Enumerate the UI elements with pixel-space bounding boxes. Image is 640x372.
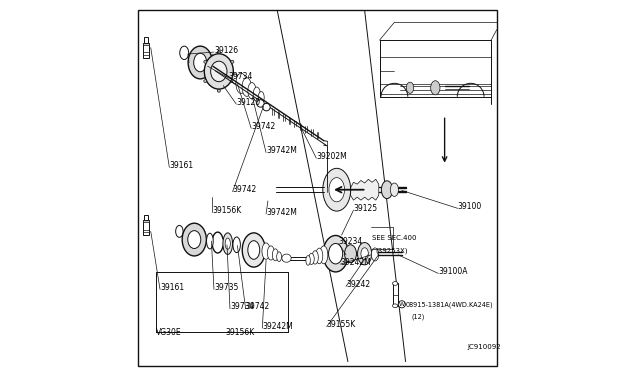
Ellipse shape [180, 46, 189, 60]
Text: SEE SEC.400: SEE SEC.400 [372, 235, 417, 241]
Ellipse shape [361, 248, 369, 260]
Ellipse shape [243, 233, 266, 267]
Text: 39156K: 39156K [225, 328, 254, 337]
Ellipse shape [194, 53, 207, 72]
Bar [392, 283, 397, 306]
Text: 39734: 39734 [230, 302, 254, 311]
Ellipse shape [233, 237, 241, 253]
Bar [143, 215, 148, 220]
Ellipse shape [262, 243, 270, 259]
Text: 39156K: 39156K [212, 206, 241, 215]
Text: 39126: 39126 [214, 46, 238, 55]
Text: VG30E: VG30E [156, 328, 181, 337]
Text: 39742: 39742 [251, 122, 275, 131]
Ellipse shape [273, 249, 278, 261]
Ellipse shape [276, 252, 282, 262]
Text: 39734: 39734 [229, 72, 253, 81]
Ellipse shape [188, 46, 212, 79]
Ellipse shape [253, 87, 260, 101]
Text: JC910092: JC910092 [467, 344, 500, 350]
Ellipse shape [204, 54, 234, 89]
Ellipse shape [312, 251, 318, 264]
Ellipse shape [218, 51, 220, 54]
Text: W: W [399, 302, 405, 307]
Text: 39100: 39100 [458, 202, 482, 211]
Text: 39742M: 39742M [266, 208, 297, 217]
Ellipse shape [257, 100, 264, 107]
Ellipse shape [231, 80, 234, 83]
Ellipse shape [248, 241, 260, 259]
Text: 39161: 39161 [170, 161, 193, 170]
Text: 39155K: 39155K [326, 320, 356, 329]
Ellipse shape [207, 233, 213, 249]
Ellipse shape [328, 244, 342, 264]
Ellipse shape [308, 253, 314, 264]
Ellipse shape [344, 245, 356, 263]
Text: 39161: 39161 [160, 283, 184, 292]
Ellipse shape [204, 80, 207, 83]
Text: 39242M: 39242M [262, 322, 293, 331]
Text: 39242M: 39242M [340, 258, 371, 267]
Polygon shape [351, 179, 379, 200]
Ellipse shape [211, 61, 227, 82]
Bar [143, 43, 149, 45]
Ellipse shape [231, 60, 234, 63]
Ellipse shape [431, 81, 440, 95]
Ellipse shape [381, 181, 392, 199]
Ellipse shape [282, 254, 291, 262]
Text: 39742M: 39742M [266, 146, 297, 155]
Bar [143, 220, 149, 235]
Ellipse shape [390, 183, 399, 196]
Ellipse shape [182, 223, 206, 256]
Text: 39742: 39742 [232, 185, 257, 194]
Bar [143, 43, 149, 58]
Ellipse shape [316, 248, 323, 264]
Ellipse shape [358, 243, 372, 265]
Bar [143, 37, 148, 43]
Ellipse shape [319, 246, 328, 264]
Ellipse shape [204, 60, 207, 63]
Ellipse shape [392, 304, 397, 308]
Ellipse shape [232, 74, 239, 84]
Ellipse shape [329, 177, 344, 202]
Ellipse shape [225, 238, 230, 249]
Bar [143, 220, 149, 222]
Text: 39242: 39242 [346, 280, 370, 289]
Text: 39120: 39120 [236, 98, 260, 107]
Ellipse shape [242, 78, 252, 96]
Text: 39100A: 39100A [438, 267, 468, 276]
Ellipse shape [218, 89, 220, 92]
Ellipse shape [406, 82, 413, 93]
Text: 39735: 39735 [214, 283, 238, 292]
Text: 08915-1381A(4WD.KA24E): 08915-1381A(4WD.KA24E) [406, 302, 493, 308]
Text: 39234: 39234 [339, 237, 363, 246]
Text: 39742: 39742 [246, 302, 270, 311]
Ellipse shape [248, 83, 256, 99]
Ellipse shape [223, 233, 232, 254]
Ellipse shape [236, 73, 246, 94]
Ellipse shape [259, 92, 264, 103]
Text: 39125: 39125 [353, 204, 378, 213]
Text: (39253X): (39253X) [375, 248, 408, 254]
Ellipse shape [371, 248, 379, 261]
Ellipse shape [323, 235, 348, 272]
Ellipse shape [306, 256, 310, 265]
Ellipse shape [262, 103, 270, 111]
Text: (12): (12) [411, 314, 424, 320]
Ellipse shape [392, 282, 397, 285]
Text: 39202M: 39202M [316, 152, 347, 161]
Ellipse shape [268, 246, 275, 260]
Ellipse shape [323, 168, 351, 211]
Ellipse shape [175, 225, 183, 237]
Ellipse shape [188, 231, 201, 248]
